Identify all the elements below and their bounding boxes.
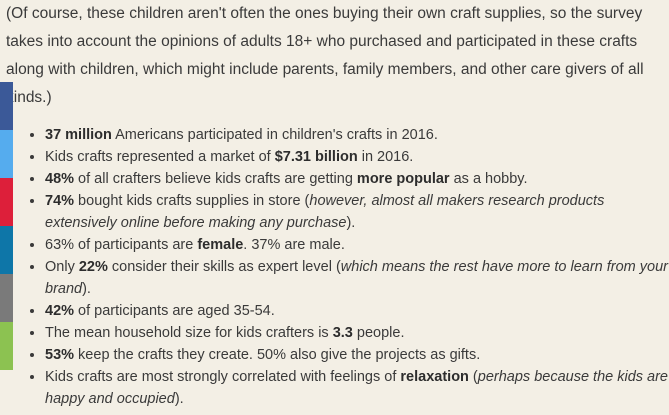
- fact-item: Only 22% consider their skills as expert…: [45, 256, 669, 300]
- more-share-button[interactable]: [0, 322, 13, 370]
- email-share-button[interactable]: [0, 274, 13, 322]
- fact-item: 63% of participants are female. 37% are …: [45, 234, 669, 256]
- twitter-share-button[interactable]: [0, 130, 13, 178]
- fact-item: 37 million Americans participated in chi…: [45, 124, 669, 146]
- fact-item: 48% of all crafters believe kids crafts …: [45, 168, 669, 190]
- intro-paragraph: (Of course, these children aren't often …: [6, 5, 644, 106]
- fact-item: The mean household size for kids crafter…: [45, 322, 669, 344]
- fact-item: Kids crafts represented a market of $7.3…: [45, 146, 669, 168]
- fact-item: 53% keep the crafts they create. 50% als…: [45, 344, 669, 366]
- facebook-share-button[interactable]: [0, 82, 13, 130]
- fact-item: 74% bought kids crafts supplies in store…: [45, 190, 669, 234]
- pinterest-share-button[interactable]: [0, 178, 13, 226]
- fact-item: 42% of participants are aged 35-54.: [45, 300, 669, 322]
- social-share-bar: [0, 82, 13, 370]
- fact-item: Kids crafts are most strongly correlated…: [45, 366, 669, 410]
- craft-stats-list: 37 million Americans participated in chi…: [22, 124, 669, 410]
- linkedin-share-button[interactable]: [0, 226, 13, 274]
